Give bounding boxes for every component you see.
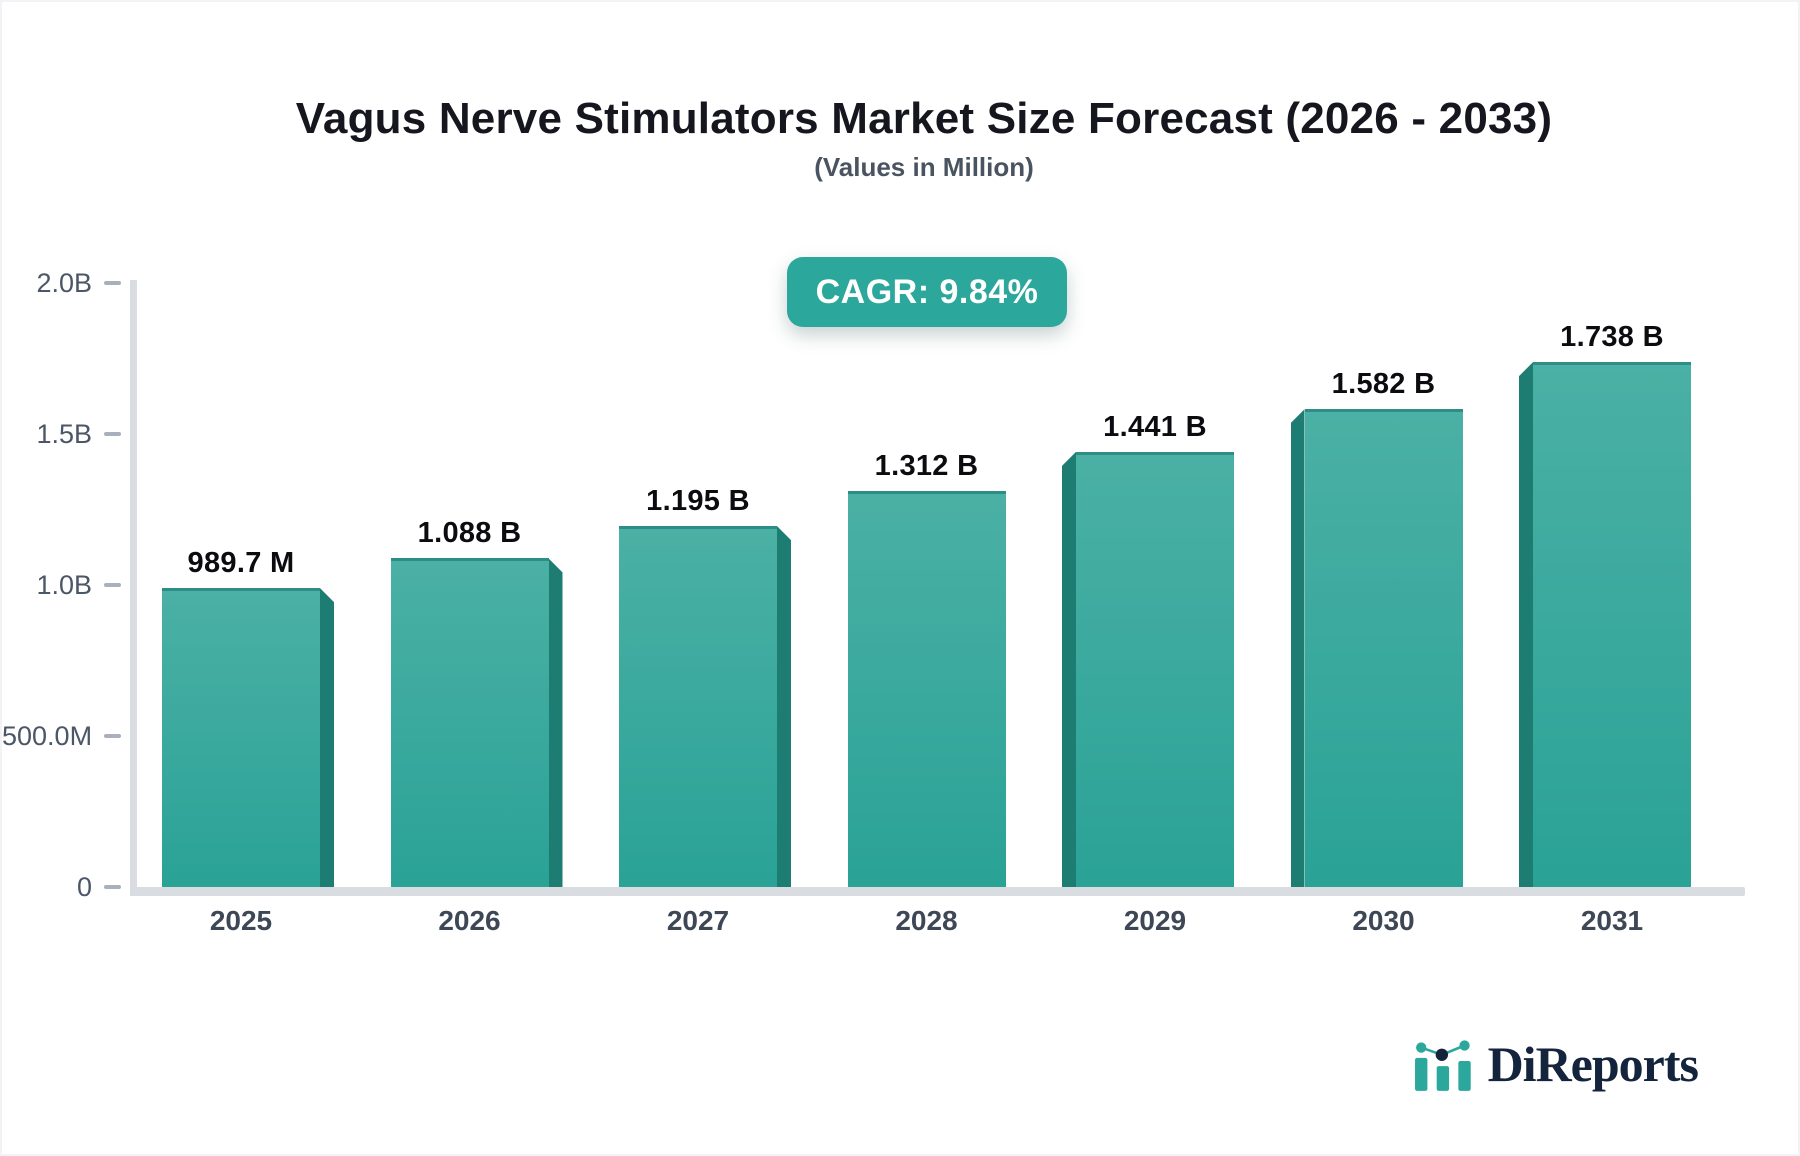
y-tick-label: 0 — [76, 872, 92, 902]
y-tick-label: 1.0B — [36, 570, 92, 600]
x-tick-label-2025: 2025 — [209, 905, 273, 936]
bar-value-label-2025: 989.7 M — [187, 547, 295, 580]
bar-2031 — [1533, 362, 1691, 887]
bar-side-2026 — [548, 558, 563, 887]
bar-2029 — [1076, 451, 1234, 887]
y-tick-label: 500.0M — [2, 721, 93, 751]
bar-side-2029 — [1062, 451, 1076, 887]
x-tick-label-2030: 2030 — [1352, 905, 1415, 936]
bar-value-label-2028: 1.312 B — [874, 449, 979, 482]
x-tick-label-2031: 2031 — [1580, 905, 1644, 936]
y-tick-mark — [104, 281, 121, 285]
y-tick-mark — [104, 432, 121, 436]
cagr-badge: CAGR: 9.84% — [787, 257, 1067, 327]
bar-value-label-2029: 1.441 B — [1103, 410, 1207, 443]
y-tick-label: 1.5B — [36, 419, 92, 449]
bar-value-label-2026: 1.088 B — [417, 517, 522, 550]
bar-side-2031 — [1519, 362, 1533, 887]
x-tick-label-2027: 2027 — [666, 905, 730, 936]
x-axis — [130, 887, 1745, 896]
y-tick-mark — [104, 583, 121, 587]
bar-2025 — [162, 588, 320, 887]
bar-value-label-2031: 1.738 B — [1560, 321, 1664, 354]
logo-text: DiReports — [1487, 1036, 1699, 1092]
bar-2028 — [847, 490, 1006, 887]
x-tick-label-2026: 2026 — [438, 905, 501, 936]
y-axis — [130, 280, 137, 896]
bar-value-label-2027: 1.195 B — [646, 485, 750, 518]
y-tick-mark — [104, 885, 121, 889]
y-tick-mark — [104, 734, 121, 738]
bar-side-2027 — [777, 526, 791, 887]
page-title: Vagus Nerve Stimulators Market Size Fore… — [295, 94, 1553, 143]
bar-2026 — [390, 558, 549, 887]
bar-2030 — [1304, 409, 1463, 887]
bar-value-label-2030: 1.582 B — [1331, 368, 1436, 401]
bar-side-2030 — [1290, 409, 1305, 887]
bar-side-2025 — [320, 588, 334, 887]
logo: DiReports — [1414, 1030, 1699, 1092]
x-tick-label-2028: 2028 — [895, 905, 958, 936]
bar-2027 — [619, 526, 777, 887]
x-tick-label-2029: 2029 — [1123, 905, 1187, 936]
bar-chart-logo-icon — [1414, 1040, 1471, 1091]
y-tick-label: 2.0B — [36, 268, 92, 298]
page-subtitle: (Values in Million) — [814, 152, 1034, 182]
